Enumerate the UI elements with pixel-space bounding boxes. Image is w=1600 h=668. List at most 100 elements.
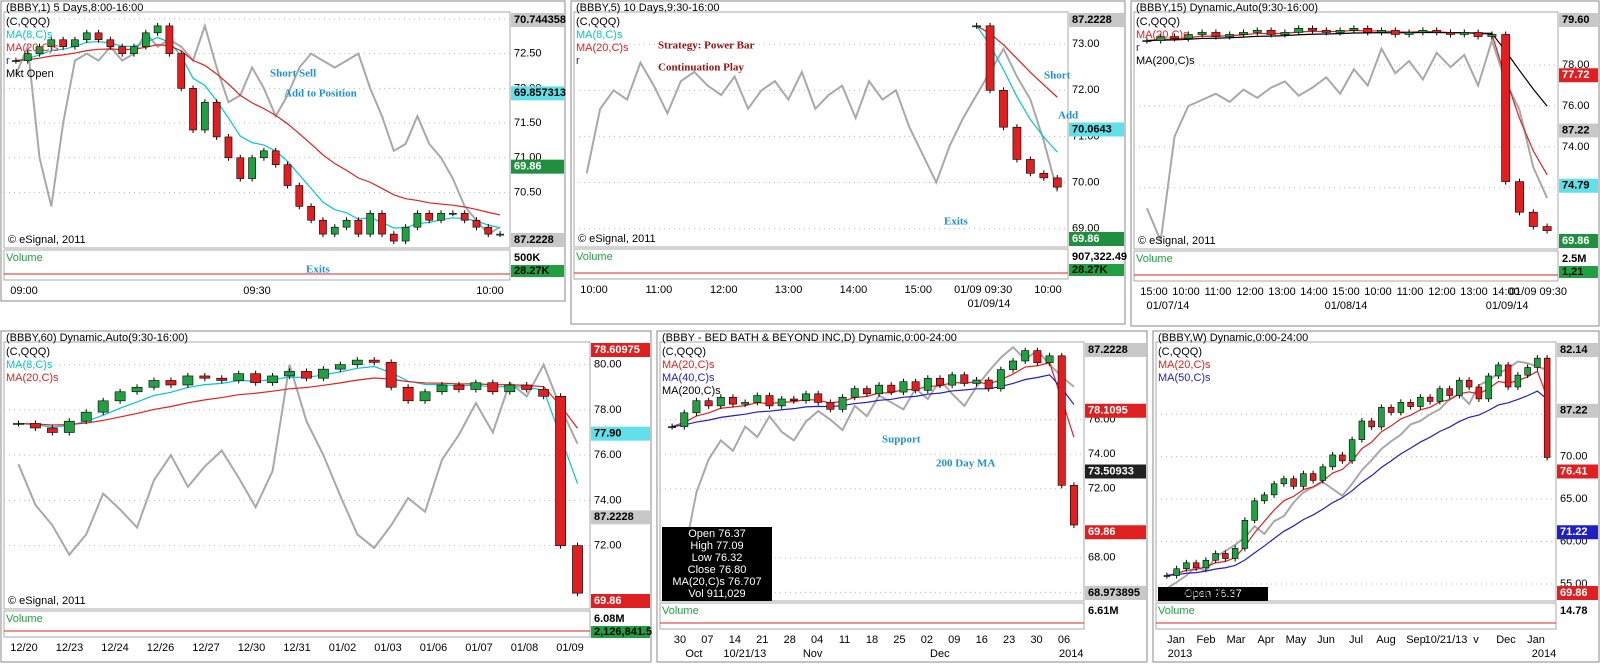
candle: [1252, 30, 1262, 33]
candle: [1339, 454, 1346, 462]
candle: [212, 101, 221, 138]
candle: [1241, 520, 1249, 549]
annotation: Exits: [944, 216, 969, 228]
candle: [826, 402, 835, 410]
candle: [1321, 30, 1331, 33]
volume-label: Volume: [1136, 253, 1173, 265]
candle: [307, 206, 315, 221]
candle: [460, 212, 469, 221]
candle: [1212, 553, 1219, 561]
volume-label: Volume: [576, 251, 613, 263]
legend-entry: MA(20,C)s: [1136, 29, 1189, 41]
candle: [1542, 226, 1552, 231]
candle: [47, 39, 56, 48]
volume-area: [1133, 250, 1559, 282]
x-tick-label: 10/21/13: [1425, 634, 1468, 646]
volume-area: [3, 610, 591, 638]
candle: [765, 395, 774, 407]
candle: [351, 359, 363, 365]
candle: [30, 423, 41, 429]
candle: [704, 400, 713, 407]
volume-tag-bg: [591, 613, 650, 625]
candle: [385, 362, 397, 388]
candle: [1473, 32, 1483, 37]
candle: [401, 226, 410, 242]
price-tag: 69.86: [514, 161, 542, 173]
volume-tag-bg: [511, 252, 564, 264]
data-box-line: Close 76.80: [688, 564, 747, 576]
candle: [1495, 364, 1502, 377]
price-tag: 77.72: [1562, 69, 1590, 81]
compare-line: [14, 22, 501, 236]
volume-tag-bg: [1085, 605, 1146, 617]
candle: [1251, 500, 1258, 521]
candle: [1426, 396, 1434, 402]
candle: [1363, 28, 1373, 33]
x-tick-label: 09:00: [10, 285, 38, 297]
candle: [402, 386, 414, 402]
candle: [1309, 473, 1317, 481]
price-tag: 78.60975: [594, 344, 640, 356]
candle: [1485, 375, 1492, 400]
candle: [1009, 360, 1017, 370]
candle: [1211, 32, 1221, 37]
price-tag: 68.973895: [1088, 587, 1140, 599]
x-tick-label: 01/07: [465, 642, 493, 654]
legend-entry: Mkt Open: [6, 68, 54, 80]
ma-line: [15, 44, 501, 216]
candle: [1069, 485, 1078, 526]
candle: [106, 39, 115, 48]
compare-line: [1145, 37, 1549, 245]
candle: [1390, 30, 1400, 35]
candle: [35, 46, 44, 54]
candle: [1459, 32, 1469, 35]
candle: [753, 395, 762, 403]
panel-title: (BBBY,5) 10 Days,9:30-16:00: [576, 2, 720, 14]
price-tag: 73.50933: [1088, 465, 1134, 477]
candle: [250, 373, 262, 384]
volume-label: Volume: [1158, 605, 1195, 617]
x-tick-label: 11:00: [1205, 286, 1232, 298]
annotation: Add to Position: [284, 88, 357, 100]
candle: [899, 381, 908, 393]
candle: [985, 25, 995, 91]
panel-title: (BBBY - BED BATH & BEYOND INC,D) Dynamic…: [662, 332, 957, 344]
candle: [80, 411, 92, 422]
price-tag-bg: [1085, 586, 1146, 600]
candle: [1057, 355, 1066, 486]
price-tag-bg: [1559, 123, 1598, 138]
y-tick-label: 65.00: [1560, 493, 1588, 505]
candle: [923, 377, 932, 391]
candle: [1183, 34, 1193, 39]
volume-tag-bg: [1557, 605, 1598, 617]
x-tick-label: 10:00: [1364, 286, 1392, 298]
candle: [1501, 34, 1511, 182]
price-tag: 87.22: [1562, 124, 1590, 136]
x-tick-label: 06: [1058, 634, 1070, 646]
candle: [1319, 466, 1327, 481]
candle: [521, 384, 533, 390]
candle: [224, 136, 233, 159]
candle: [284, 371, 295, 377]
candle: [1026, 159, 1035, 174]
volume-tag-bg: [1069, 251, 1124, 263]
x-tick-label: 12/24: [101, 642, 129, 654]
legend-entry: (C,QQQ): [6, 346, 50, 358]
x-tick-label: 15:00: [905, 284, 933, 296]
price-tag-bg: [1085, 464, 1146, 479]
y-tick-label: 70.50: [514, 186, 542, 198]
volume-area: [573, 248, 1069, 280]
candle: [936, 377, 944, 386]
volume-tag-bg: [1559, 266, 1598, 278]
ma-line: [672, 374, 1075, 428]
y-tick-label: 73.00: [1072, 38, 1100, 50]
price-tag-bg: [511, 86, 564, 101]
candle: [141, 32, 150, 48]
candle: [972, 379, 981, 384]
x-date-label: Oct: [685, 648, 702, 660]
candle: [680, 412, 689, 427]
candle: [330, 226, 339, 235]
